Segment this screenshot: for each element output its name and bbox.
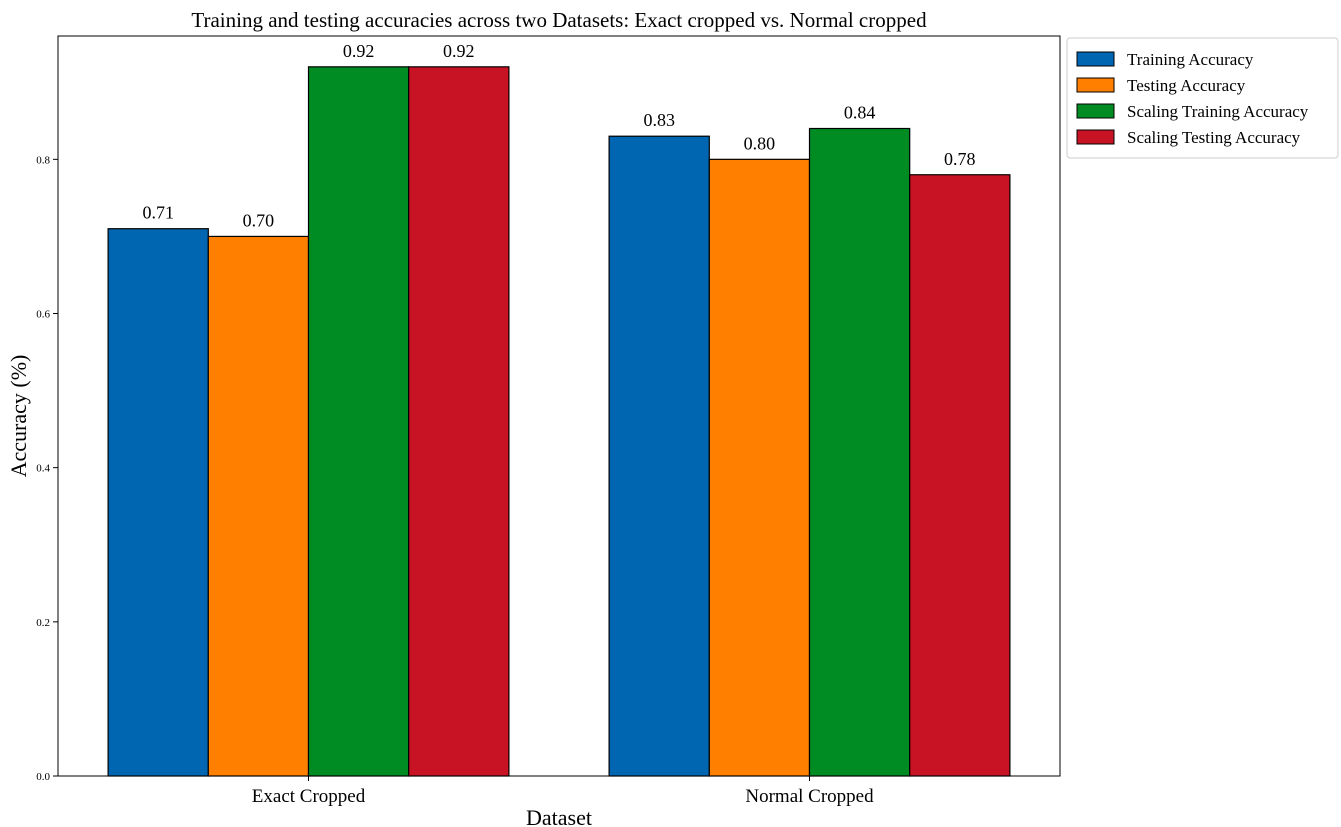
x-tick-label: Normal Cropped [745,786,874,807]
legend-swatch [1076,51,1115,67]
bar-value-label: 0.80 [744,133,776,153]
bar-0-0 [107,228,209,777]
bar-labels-group: 0.71 0.83 0.70 0.80 0.92 0.84 0.92 0.78 [142,41,975,231]
bar-3-0 [408,66,510,777]
bar-0-1 [608,135,710,777]
bar-value-label: 0.83 [643,110,675,130]
bar-3-1 [909,174,1011,777]
y-tick-label: 0.6 [36,309,50,321]
legend-frame [1066,37,1339,159]
y-tick-label: 0.2 [36,617,50,629]
bar-2-1 [808,127,911,777]
legend-swatch [1076,129,1115,145]
bar-value-label: 0.71 [142,203,174,223]
chart-title: Training and testing accuracies across t… [191,8,927,32]
y-tick-label: 0.0 [36,771,50,783]
bar-1-1 [708,158,811,777]
y-axis-label: Accuracy (%) [6,355,31,478]
x-axis-label: Dataset [526,805,592,827]
bar-value-label: 0.78 [944,149,976,169]
plot-area-frame [57,35,1061,777]
bar-value-label: 0.92 [443,41,475,61]
legend-entry-label: Scaling Training Accuracy [1127,102,1309,121]
legend-entry-label: Testing Accuracy [1127,76,1246,95]
bars-group [107,66,1011,777]
bar-value-label: 0.92 [343,41,375,61]
x-axis-ticks: Exact Cropped Normal Cropped [252,776,874,807]
bar-value-label: 0.70 [243,210,275,230]
bar-1-0 [207,235,310,777]
bar-value-label: 0.84 [844,103,876,123]
legend-entry-label: Scaling Testing Accuracy [1127,128,1301,147]
x-tick-label: Exact Cropped [252,786,366,807]
legend-entry-label: Training Accuracy [1127,50,1254,69]
legend-swatch [1076,77,1115,93]
bar-2-0 [307,66,410,777]
legend: Training Accuracy Testing Accuracy Scaling… [1066,37,1339,159]
y-tick-label: 0.4 [36,463,50,475]
y-tick-label: 0.8 [36,154,50,166]
legend-swatch [1076,103,1115,119]
y-axis-ticks: 0.0 0.2 0.4 0.6 0.8 [36,154,58,783]
